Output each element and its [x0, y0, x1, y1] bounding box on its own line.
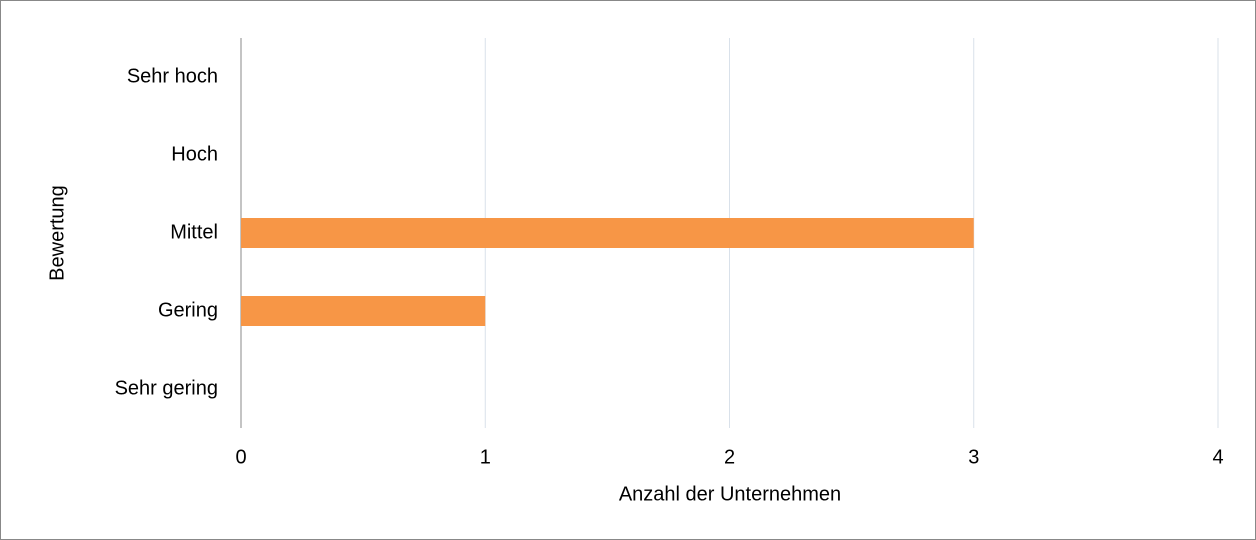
y-axis-label: Bewertung [46, 185, 68, 281]
y-tick-label: Gering [158, 299, 218, 321]
x-tick-label: 4 [1212, 446, 1223, 468]
x-tick-label: 0 [235, 446, 246, 468]
x-tick-label: 1 [480, 446, 491, 468]
bar [241, 218, 974, 248]
x-tick-label: 2 [724, 446, 735, 468]
y-tick-label: Hoch [171, 143, 218, 165]
y-tick-label: Sehr gering [115, 377, 218, 399]
x-axis-label: Anzahl der Unternehmen [619, 483, 841, 505]
bar [241, 296, 486, 326]
x-tick-label: 3 [968, 446, 979, 468]
y-tick-label: Sehr hoch [127, 65, 218, 87]
y-tick-label: Mittel [170, 221, 218, 243]
